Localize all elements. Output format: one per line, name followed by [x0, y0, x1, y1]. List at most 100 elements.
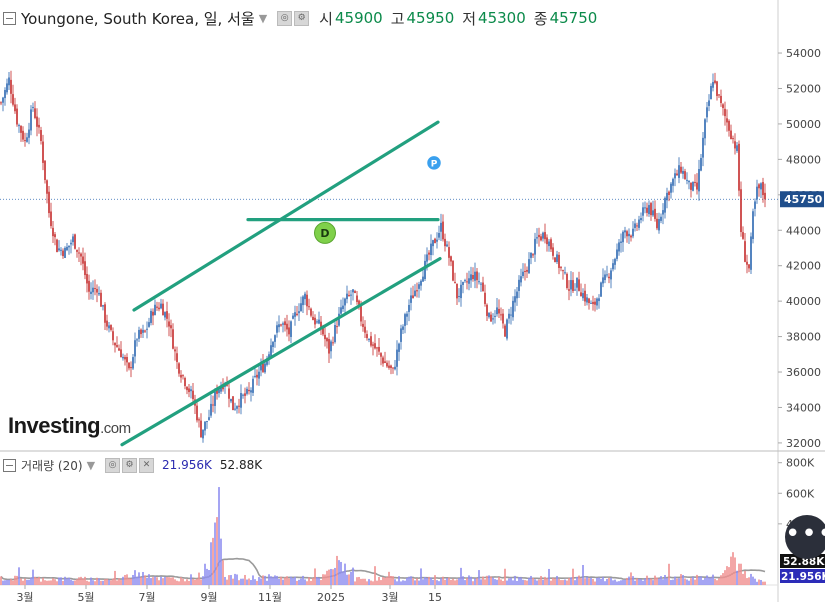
- volume-bar: [358, 576, 360, 585]
- volume-bar: [334, 567, 336, 585]
- volume-bar: [532, 577, 534, 585]
- trendlines: [120, 120, 442, 447]
- volume-bar: [356, 577, 358, 585]
- candle-body: [714, 80, 716, 83]
- high-value: 45950: [406, 9, 455, 27]
- close-icon[interactable]: ✕: [139, 457, 155, 473]
- volume-ma-value: 52.88K: [219, 458, 263, 472]
- candle-body: [748, 264, 750, 269]
- visibility-icon[interactable]: ◎: [105, 457, 121, 473]
- candle-body: [146, 328, 148, 330]
- volume-bar: [538, 579, 540, 585]
- more-options-button[interactable]: •••: [785, 515, 825, 559]
- volume-bar: [606, 578, 608, 585]
- candle-body: [490, 314, 492, 322]
- volume-bar: [228, 575, 230, 585]
- volume-bar: [56, 581, 58, 585]
- candle-body: [418, 284, 420, 289]
- volume-bar: [650, 578, 652, 585]
- candle-body: [122, 356, 124, 359]
- volume-bar: [100, 580, 102, 585]
- volume-bar: [544, 576, 546, 585]
- volume-bar: [374, 566, 376, 585]
- settings-icon[interactable]: ⚙: [122, 457, 138, 473]
- candle-body: [0, 102, 2, 104]
- candle-body: [262, 363, 264, 372]
- volume-bar: [738, 563, 740, 585]
- candle-body: [4, 90, 6, 99]
- visibility-icon[interactable]: ◎: [277, 10, 293, 26]
- volume-bar: [512, 580, 514, 585]
- candle-body: [492, 318, 494, 320]
- candle-body: [304, 293, 306, 300]
- volume-bar: [274, 575, 276, 585]
- candle-body: [380, 353, 382, 357]
- volume-bar: [32, 569, 34, 585]
- volume-bar: [604, 581, 606, 585]
- volume-bar: [224, 576, 226, 585]
- candle-body: [636, 225, 638, 227]
- candle-body: [434, 238, 436, 244]
- candle-body: [444, 238, 446, 247]
- candle-body: [90, 291, 92, 294]
- open-label: 시: [319, 9, 333, 28]
- price-tick-label: 38000: [786, 331, 821, 344]
- candle-body: [154, 304, 156, 315]
- symbol-title[interactable]: Youngone, South Korea, 일, 서울: [21, 9, 255, 28]
- volume-bar: [612, 580, 614, 585]
- volume-bar: [280, 576, 282, 585]
- volume-bar: [700, 576, 702, 585]
- chevron-down-icon[interactable]: ▼: [86, 458, 96, 472]
- volume-bar: [648, 578, 650, 585]
- candle-body: [562, 270, 564, 272]
- candle-body: [476, 271, 478, 281]
- candle-body: [84, 261, 86, 276]
- candle-body: [516, 291, 518, 299]
- collapse-icon[interactable]: [3, 11, 16, 25]
- volume-bar: [662, 579, 664, 585]
- volume-bar: [728, 567, 730, 585]
- volume-bar: [92, 580, 94, 585]
- candle-body: [654, 208, 656, 219]
- candle-body: [296, 313, 298, 316]
- volume-bar: [58, 577, 60, 585]
- candle-body: [348, 294, 350, 296]
- candle-body: [382, 357, 384, 364]
- volume-bar: [418, 580, 420, 585]
- candle-body: [368, 338, 370, 341]
- candle-body: [202, 429, 204, 439]
- candle-body: [18, 125, 20, 127]
- candle-body: [550, 239, 552, 250]
- candle-body: [502, 313, 504, 324]
- collapse-icon[interactable]: [3, 458, 16, 472]
- volume-bar: [638, 578, 640, 585]
- volume-bar: [706, 575, 708, 585]
- candle-body: [596, 298, 598, 306]
- volume-bar: [354, 581, 356, 585]
- volume-bar: [344, 563, 346, 585]
- candle-body: [702, 137, 704, 158]
- volume-bar: [126, 574, 128, 585]
- volume-title[interactable]: 거래량 (20): [21, 458, 83, 473]
- candle-body: [332, 342, 334, 344]
- candle-body: [464, 280, 466, 282]
- chevron-down-icon[interactable]: ▼: [258, 11, 268, 25]
- volume-bar: [466, 578, 468, 585]
- candle-body: [282, 323, 284, 325]
- volume-bar: [312, 577, 314, 585]
- volume-bar: [428, 576, 430, 585]
- volume-bar: [146, 577, 148, 585]
- candle-body: [290, 321, 292, 337]
- candle-body: [228, 388, 230, 399]
- volume-bar: [180, 577, 182, 585]
- candle-body: [186, 386, 188, 391]
- volume-bar: [376, 580, 378, 585]
- settings-icon[interactable]: ⚙: [294, 10, 310, 26]
- candle-body: [758, 184, 760, 189]
- volume-bar: [746, 578, 748, 585]
- volume-bar: [234, 573, 236, 585]
- last-volume-tag: [780, 569, 825, 583]
- volume-bar: [620, 580, 622, 585]
- volume-bar: [546, 578, 548, 585]
